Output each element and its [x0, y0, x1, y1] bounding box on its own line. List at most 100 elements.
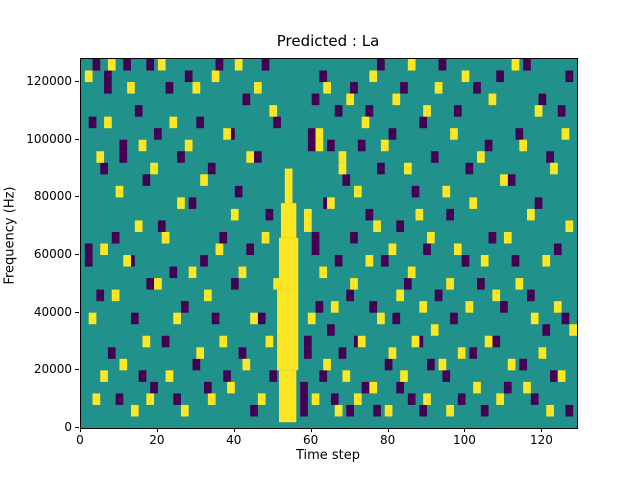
- cell-low: [161, 335, 170, 348]
- cell-high: [423, 393, 431, 405]
- cell-low: [300, 404, 308, 417]
- x-axis-label: Time step: [295, 448, 361, 463]
- cell-high: [211, 70, 220, 83]
- cell-high: [473, 381, 481, 394]
- cell-low: [177, 151, 185, 163]
- x-tick-label: 40: [226, 433, 242, 447]
- cell-high: [188, 266, 197, 279]
- cell-low: [327, 139, 335, 152]
- cell-high: [569, 324, 577, 336]
- cell-low: [384, 358, 393, 371]
- cell-low: [557, 105, 566, 117]
- cell-high: [388, 243, 397, 256]
- cell-high: [407, 266, 416, 279]
- cell-high: [461, 70, 470, 83]
- cell-high: [100, 243, 108, 256]
- cell-low: [311, 243, 320, 256]
- cell-high: [215, 243, 224, 256]
- cell-high: [254, 82, 262, 94]
- cell-high: [392, 93, 401, 106]
- cell-high: [177, 197, 185, 209]
- cell-band-high: [279, 237, 299, 290]
- cell-low: [453, 105, 462, 117]
- cell-high: [419, 301, 428, 313]
- y-tick-label: 40000: [33, 304, 72, 319]
- cell-low: [319, 70, 328, 83]
- cell-low: [319, 370, 328, 382]
- cell-high: [307, 312, 316, 325]
- cell-low: [388, 128, 397, 140]
- cell-low: [92, 59, 101, 71]
- cell-low: [546, 151, 554, 163]
- cell-low: [473, 82, 481, 94]
- cell-low: [111, 231, 120, 244]
- cell-high: [192, 82, 201, 94]
- cell-low: [400, 82, 408, 94]
- cell-low: [311, 93, 320, 106]
- cell-high: [304, 220, 312, 232]
- cell-high: [423, 105, 431, 117]
- cell-low: [261, 59, 270, 71]
- cell-low: [180, 301, 189, 313]
- cell-high: [334, 404, 343, 417]
- cell-high: [242, 358, 251, 371]
- cell-high: [365, 255, 374, 267]
- cell-high: [138, 139, 147, 152]
- cell-low: [150, 381, 158, 394]
- cell-low: [334, 255, 343, 267]
- x-tick-mark: [80, 428, 81, 432]
- cell-high: [377, 312, 385, 325]
- cell-low: [238, 347, 247, 359]
- x-tick-label: 100: [453, 433, 476, 447]
- cell-high: [230, 208, 239, 221]
- cell-low: [430, 151, 439, 163]
- cell-low: [338, 347, 347, 359]
- cell-low: [407, 393, 416, 405]
- cell-high: [200, 174, 208, 186]
- cell-low: [377, 162, 385, 175]
- cell-high: [565, 220, 574, 232]
- cell-low: [100, 162, 108, 175]
- cell-high: [315, 139, 324, 152]
- cell-low: [184, 70, 193, 83]
- cell-low: [215, 59, 224, 71]
- cell-high: [350, 278, 358, 290]
- cell-high: [250, 312, 258, 325]
- cell-low: [304, 347, 312, 359]
- cell-low: [423, 243, 431, 256]
- y-tick-label: 80000: [33, 189, 72, 204]
- cell-high: [84, 70, 93, 83]
- cell-low: [330, 393, 339, 405]
- cell-low: [196, 116, 205, 129]
- cell-high: [157, 59, 166, 71]
- cell-low: [138, 370, 147, 382]
- cell-high: [227, 381, 235, 394]
- cell-low: [165, 82, 174, 94]
- cell-low: [377, 59, 385, 71]
- cell-low: [154, 128, 162, 140]
- cell-low: [169, 266, 178, 279]
- x-tick-mark: [464, 428, 466, 432]
- cell-low: [88, 116, 97, 129]
- x-tick-mark: [310, 428, 312, 432]
- cell-high: [557, 370, 566, 382]
- cell-low: [84, 243, 93, 256]
- y-tick-label: 60000: [33, 247, 72, 262]
- cell-low: [173, 393, 181, 405]
- y-tick-mark: [75, 369, 79, 371]
- cell-low: [496, 70, 504, 83]
- cell-low: [223, 370, 231, 382]
- cell-high: [534, 105, 543, 117]
- cell-low: [419, 404, 428, 417]
- cell-high: [438, 358, 447, 371]
- cell-low: [115, 393, 124, 405]
- cell-low: [307, 139, 316, 152]
- cell-band-high: [280, 203, 297, 238]
- cell-high: [319, 266, 328, 279]
- cell-high: [492, 289, 501, 302]
- cell-low: [434, 289, 443, 302]
- cell-high: [442, 185, 451, 198]
- cell-low: [361, 381, 370, 394]
- cell-high: [553, 301, 562, 313]
- cell-high: [465, 301, 474, 313]
